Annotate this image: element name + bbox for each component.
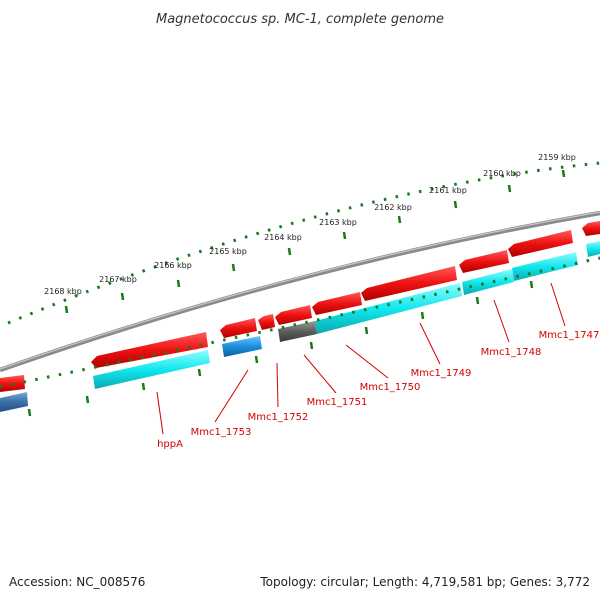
gene-feature[interactable]: [220, 318, 257, 338]
leader-line: [493, 299, 510, 343]
scale-track-outer: [7, 161, 600, 325]
scale-label: 2161 kbp: [429, 186, 467, 195]
leader-line: [156, 391, 164, 435]
inner-major-ticks: [27, 280, 534, 417]
major-tick: [120, 292, 125, 301]
gene-feature[interactable]: [275, 305, 312, 325]
major-tick: [176, 279, 181, 288]
scale-label: 2164 kbp: [264, 233, 302, 242]
gene-label-leaders: [156, 282, 566, 435]
major-tick: [27, 408, 32, 417]
major-tick: [475, 296, 480, 305]
scale-track-inner: [0, 256, 600, 417]
leader-line: [276, 362, 279, 408]
leader-line: [214, 369, 249, 423]
major-tick: [85, 395, 90, 404]
reverse-strand: [0, 241, 600, 412]
major-tick: [342, 231, 347, 240]
scale-label: 2163 kbp: [319, 218, 357, 227]
scale-labels: 2159 kbp 2160 kbp 2161 kbp 2162 kbp 2163…: [44, 153, 576, 296]
gene-feature[interactable]: [462, 269, 514, 295]
gene-feature[interactable]: [315, 283, 462, 334]
scale-label: 2159 kbp: [538, 153, 576, 162]
genome-summary: Topology: circular; Length: 4,719,581 bp…: [259, 575, 590, 589]
leader-line: [345, 344, 389, 379]
leader-line: [303, 354, 337, 394]
map-title: Magnetococcus sp. MC-1, complete genome: [156, 12, 444, 27]
major-tick: [561, 169, 566, 178]
major-tick: [309, 341, 314, 350]
gene-feature[interactable]: [312, 292, 362, 315]
gene-feature[interactable]: [508, 230, 573, 257]
scale-label: 2166 kbp: [154, 261, 192, 270]
scale-dots-outer: [7, 161, 600, 325]
gene-feature[interactable]: [258, 314, 275, 330]
gene-label-mmc1-1747[interactable]: Mmc1_1747: [539, 330, 600, 341]
major-tick: [420, 311, 425, 320]
major-tick: [287, 247, 292, 256]
major-tick: [507, 184, 512, 193]
gene-label-mmc1-1751[interactable]: Mmc1_1751: [307, 397, 368, 408]
forward-strand: [0, 221, 600, 392]
leader-line: [419, 322, 441, 365]
genome-backbone: [0, 210, 600, 373]
major-tick: [141, 382, 146, 391]
gene-feature[interactable]: [361, 266, 457, 301]
gene-label-mmc1-1750[interactable]: Mmc1_1750: [360, 382, 421, 393]
gene-feature[interactable]: [582, 221, 600, 236]
gene-feature[interactable]: [278, 321, 317, 342]
gene-feature[interactable]: [222, 336, 262, 357]
gene-feature[interactable]: [586, 241, 600, 257]
scale-label: 2160 kbp: [483, 169, 521, 178]
major-tick: [364, 326, 369, 335]
gene-label-mmc1-1753[interactable]: Mmc1_1753: [191, 427, 252, 438]
major-tick: [231, 263, 236, 272]
major-tick: [197, 368, 202, 377]
gene-label-hppA[interactable]: hppA: [157, 439, 183, 450]
major-tick: [529, 280, 534, 289]
gene-feature[interactable]: [0, 392, 28, 412]
gene-feature[interactable]: [91, 332, 208, 368]
gene-feature[interactable]: [459, 250, 509, 273]
scale-label: 2162 kbp: [374, 203, 412, 212]
gene-labels: hppA Mmc1_1753 Mmc1_1752 Mmc1_1751 Mmc1_…: [157, 330, 599, 450]
scale-dots-inner: [0, 256, 600, 389]
leader-line: [550, 282, 566, 327]
gene-label-mmc1-1752[interactable]: Mmc1_1752: [248, 412, 309, 423]
major-tick: [64, 305, 69, 314]
scale-major-ticks: [64, 169, 566, 314]
scale-label: 2167 kbp: [99, 275, 137, 284]
gene-feature[interactable]: [93, 350, 210, 389]
major-tick: [254, 355, 259, 364]
scale-label: 2168 kbp: [44, 287, 82, 296]
gene-label-mmc1-1749[interactable]: Mmc1_1749: [411, 368, 472, 379]
major-tick: [397, 215, 402, 224]
accession-label: Accession: NC_008576: [9, 575, 145, 589]
gene-label-mmc1-1748[interactable]: Mmc1_1748: [481, 347, 542, 358]
major-tick: [453, 200, 458, 209]
gene-feature[interactable]: [512, 252, 578, 281]
scale-label: 2165 kbp: [209, 247, 247, 256]
